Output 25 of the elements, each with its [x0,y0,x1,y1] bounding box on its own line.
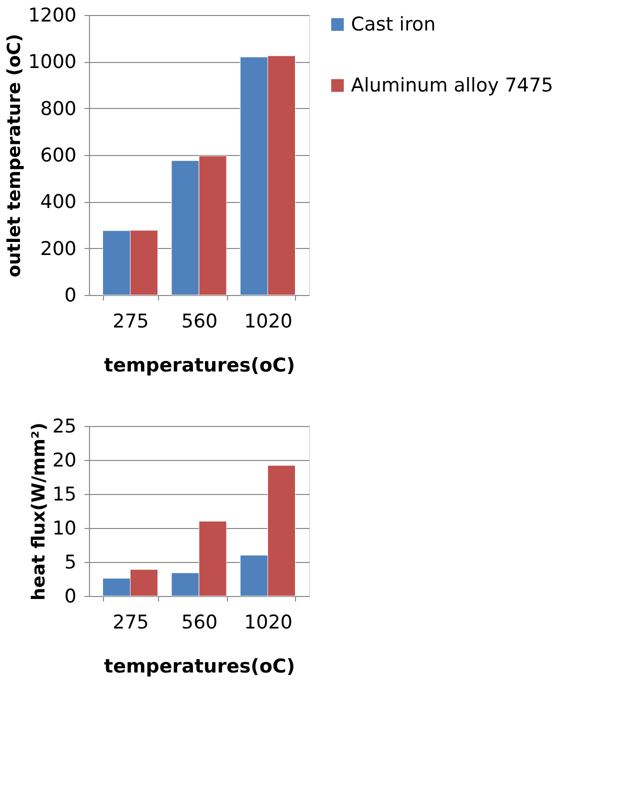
y-tick-label: 0 [64,586,76,608]
x-axis-title: temperatures(oC) [104,656,295,678]
y-tick-label: 1000 [28,51,76,74]
y-tick-label: 200 [40,238,76,260]
y-axis-title: heat flux(W/mm²) [28,422,50,601]
x-tick-label: 1020 [244,612,292,634]
y-tick-label: 0 [64,284,76,306]
y-tick-label: 600 [40,144,76,166]
y-tick-label: 1200 [28,4,76,26]
y-tick-label: 10 [52,518,76,540]
x-tick-label: 560 [181,612,218,634]
y-tick-label: 5 [64,552,76,574]
legend-label: Aluminum alloy 7475 [351,74,554,96]
y-tick-label: 15 [52,484,76,506]
x-tick-label: 275 [112,612,149,634]
legend-label: Cast iron [351,14,436,36]
y-axis-title: outlet temperature (oC) [4,34,26,278]
x-tick-label: 560 [181,310,218,332]
y-tick-label: 400 [40,191,76,214]
y-tick-label: 25 [52,416,76,438]
x-tick-label: 275 [112,310,149,332]
x-axis-title: temperatures(oC) [104,354,295,376]
y-tick-label: 20 [52,450,76,472]
y-tick-label: 800 [40,98,76,120]
x-tick-label: 1020 [244,310,292,332]
